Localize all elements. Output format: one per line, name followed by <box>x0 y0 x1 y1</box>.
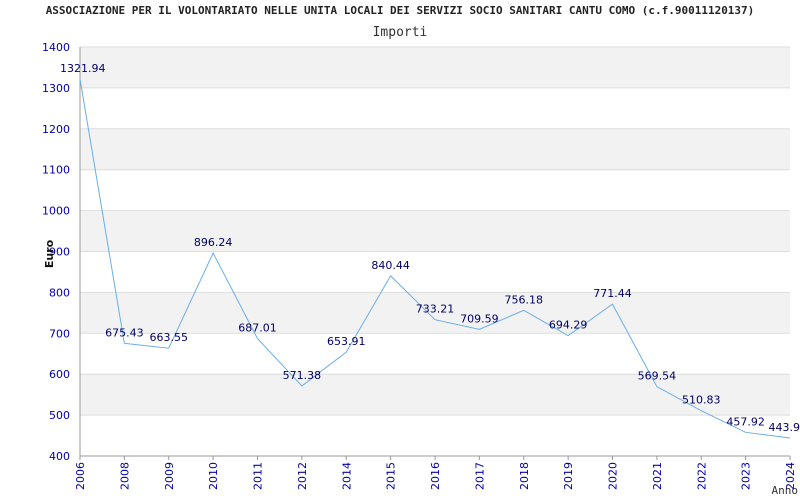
y-tick-label: 1100 <box>42 164 70 177</box>
x-tick-label: 2022 <box>695 462 708 490</box>
x-tick-label: 2016 <box>429 462 442 490</box>
y-tick-label: 900 <box>49 246 70 259</box>
x-tick-label: 2024 <box>784 462 797 490</box>
y-tick-label: 600 <box>49 368 70 381</box>
x-tick-label: 2009 <box>163 462 176 490</box>
x-tick-label: 2012 <box>296 462 309 490</box>
y-tick-label: 1000 <box>42 205 70 218</box>
data-label: 443.9 <box>769 421 800 434</box>
x-tick-label: 2014 <box>340 462 353 490</box>
data-label: 694.29 <box>549 319 588 332</box>
x-tick-label: 2006 <box>74 462 87 490</box>
grid-band <box>80 292 790 334</box>
x-tick-label: 2008 <box>118 462 131 490</box>
data-label: 457.92 <box>726 415 765 428</box>
data-labels: 1321.94 675.43 663.55 896.24 687.01 571.38 653… <box>60 62 800 434</box>
data-label: 663.55 <box>150 331 189 344</box>
data-label: 571.38 <box>283 369 322 382</box>
grid-band <box>80 333 790 375</box>
data-label: 1321.94 <box>60 62 106 75</box>
x-tick-label: 2010 <box>207 462 220 490</box>
x-tick-labels: 2006 2008 2009 2010 2011 2012 2014 2015 2016 2017… <box>74 456 797 490</box>
data-label: 653.91 <box>327 335 366 348</box>
y-axis-label: Euro <box>43 239 56 268</box>
x-tick-label: 2015 <box>385 462 398 490</box>
y-tick-labels: 400 500 600 700 800 900 1000 1100 1200 1300 1400 <box>42 41 70 463</box>
chart-title: ASSOCIAZIONE PER IL VOLONTARIATO NELLE U… <box>45 4 755 17</box>
y-tick-label: 700 <box>49 327 70 340</box>
chart-subtitle: Importi <box>372 25 428 40</box>
grid-band <box>80 415 790 456</box>
data-label: 709.59 <box>460 312 499 325</box>
grid-band <box>80 169 790 211</box>
x-tick-label: 2017 <box>473 462 486 490</box>
grid-band <box>80 251 790 293</box>
data-label: 840.44 <box>371 259 410 272</box>
data-label: 896.24 <box>194 236 233 249</box>
x-tick-label: 2021 <box>651 462 664 490</box>
data-label: 569.54 <box>638 370 677 383</box>
y-tick-label: 1200 <box>42 123 70 136</box>
series-line <box>79 78 791 439</box>
x-tick-label: 2020 <box>607 462 620 490</box>
data-label: 733.21 <box>416 303 455 316</box>
y-tick-label: 1300 <box>42 82 70 95</box>
grid-band <box>80 210 790 252</box>
data-label: 510.83 <box>682 394 721 407</box>
y-tick-label: 500 <box>49 409 70 422</box>
y-tick-label: 400 <box>49 450 70 463</box>
data-label: 675.43 <box>105 326 144 339</box>
y-tick-label: 1400 <box>42 41 70 54</box>
data-label: 687.01 <box>238 322 277 335</box>
grid-bands <box>80 47 790 456</box>
x-tick-label: 2011 <box>252 462 265 490</box>
grid-band <box>80 87 790 129</box>
x-tick-label: 2018 <box>518 462 531 490</box>
data-label: 756.18 <box>505 293 544 306</box>
x-tick-label: 2019 <box>562 462 575 490</box>
data-label: 771.44 <box>593 287 632 300</box>
grid-band <box>80 47 790 88</box>
grid-band <box>80 128 790 170</box>
y-tick-label: 800 <box>49 286 70 299</box>
x-axis-label: Anno <box>772 484 799 497</box>
x-tick-label: 2023 <box>740 462 753 490</box>
